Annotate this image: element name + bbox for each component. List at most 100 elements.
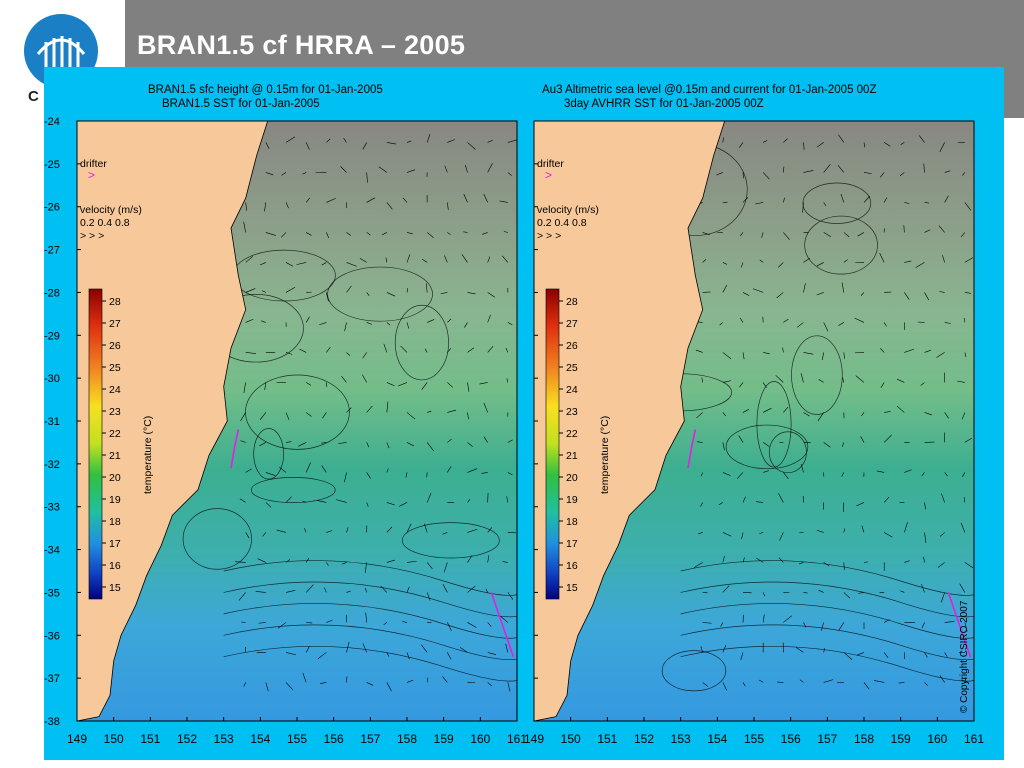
colorbar-tick-label: 19 (566, 494, 578, 506)
velocity-arrow (346, 352, 351, 356)
velocity-arrow (823, 442, 831, 448)
colorbar-tick-label: 22 (109, 428, 121, 440)
velocity-arrow (939, 675, 945, 683)
velocity-arrow (366, 232, 371, 236)
colorbar-tick-label: 19 (109, 494, 121, 506)
x-tick-label: 149 (524, 732, 544, 746)
velocity-arrow (341, 375, 347, 383)
velocity-arrow (326, 232, 330, 239)
velocity-arrow (722, 380, 731, 383)
velocity-arrow (365, 587, 367, 593)
velocity-arrow (924, 502, 926, 510)
velocity-arrow (261, 290, 266, 293)
contour-line (223, 645, 517, 682)
velocity-arrow (962, 172, 966, 176)
velocity-arrow (899, 172, 905, 177)
velocity-legend-values: 0.2 0.4 0.8 (537, 217, 587, 229)
velocity-arrow (741, 532, 744, 540)
velocity-arrow (879, 252, 885, 263)
velocity-arrow (503, 231, 508, 233)
velocity-arrow (326, 530, 333, 533)
velocity-arrow (861, 525, 865, 533)
velocity-arrow (365, 612, 367, 623)
x-tick-label: 161 (507, 732, 527, 746)
velocity-arrow (924, 652, 928, 658)
velocity-arrow (783, 232, 790, 240)
velocity-arrow (783, 472, 789, 480)
velocity-arrow (783, 197, 785, 203)
velocity-arrow (346, 641, 350, 653)
colorbar-tick-label: 15 (566, 582, 578, 594)
y-tick-label: -26 (44, 202, 60, 214)
y-tick-label: -25 (44, 159, 60, 171)
velocity-arrow (884, 619, 890, 623)
velocity-arrow (963, 497, 966, 503)
velocity-arrow (904, 522, 908, 533)
colorbar-tick-label: 18 (566, 516, 578, 528)
velocity-arrow (818, 589, 824, 593)
velocity-arrow (499, 615, 509, 623)
velocity-legend-label: velocity (m/s) (80, 204, 142, 216)
colorbar-label: temperature (°C) (599, 416, 611, 494)
velocity-arrow (467, 585, 476, 593)
velocity-arrow (479, 382, 488, 385)
x-tick-label: 156 (324, 732, 344, 746)
velocity-arrow (386, 682, 392, 692)
velocity-arrow (855, 375, 865, 383)
contour-line (756, 381, 792, 468)
velocity-arrow (738, 142, 744, 148)
velocity-arrow (763, 352, 770, 355)
velocity-arrow (487, 256, 491, 263)
velocity-arrow (467, 468, 478, 473)
velocity-arrow (923, 163, 925, 173)
velocity-arrow (383, 343, 388, 353)
x-tick-label: 152 (177, 732, 197, 746)
colorbar-tick-label: 28 (109, 296, 121, 308)
velocity-arrow (863, 142, 866, 148)
velocity-arrow (427, 410, 432, 413)
velocity-arrow (386, 502, 395, 506)
velocity-arrow (722, 262, 728, 265)
velocity-arrow (386, 322, 391, 326)
velocity-arrow (900, 590, 905, 593)
velocity-arrow (285, 496, 292, 503)
velocity-arrow (883, 496, 890, 503)
velocity-arrow (326, 619, 333, 623)
velocity-arrow (838, 322, 844, 326)
x-tick-label: 152 (634, 732, 654, 746)
velocity-arrow (362, 643, 367, 653)
velocity-arrow (447, 466, 452, 473)
velocity-arrow (720, 622, 724, 627)
colorbar-tick-label: 16 (566, 560, 578, 572)
velocity-arrow (775, 375, 784, 383)
velocity-arrow (305, 462, 311, 473)
velocity-arrow (285, 682, 293, 690)
velocity-arrow (467, 292, 476, 295)
velocity-arrow (285, 590, 296, 593)
velocity-arrow (921, 622, 925, 629)
velocity-arrow (964, 622, 968, 632)
velocity-arrow (265, 172, 274, 176)
velocity-arrow (803, 622, 807, 628)
velocity-arrow (398, 382, 408, 387)
drifter-legend-label: drifter (80, 158, 107, 170)
velocity-arrow (285, 136, 296, 143)
velocity-arrow (860, 292, 865, 296)
velocity-arrow (841, 442, 845, 447)
x-tick-label: 151 (597, 732, 617, 746)
drifter-legend-label: drifter (537, 158, 564, 170)
velocity-arrow (700, 646, 703, 653)
velocity-arrow (265, 502, 272, 508)
velocity-arrow (306, 382, 312, 386)
velocity-arrow (904, 560, 910, 563)
velocity-arrow (783, 166, 785, 173)
velocity-arrow (245, 318, 254, 323)
velocity-arrow (816, 262, 824, 267)
velocity-arrow (799, 562, 804, 565)
velocity-arrow (722, 472, 731, 476)
velocity-arrow (924, 202, 930, 204)
velocity-arrow (718, 502, 723, 506)
velocity-arrow (467, 382, 470, 392)
colorbar (88, 288, 103, 600)
velocity-arrow (487, 163, 493, 173)
